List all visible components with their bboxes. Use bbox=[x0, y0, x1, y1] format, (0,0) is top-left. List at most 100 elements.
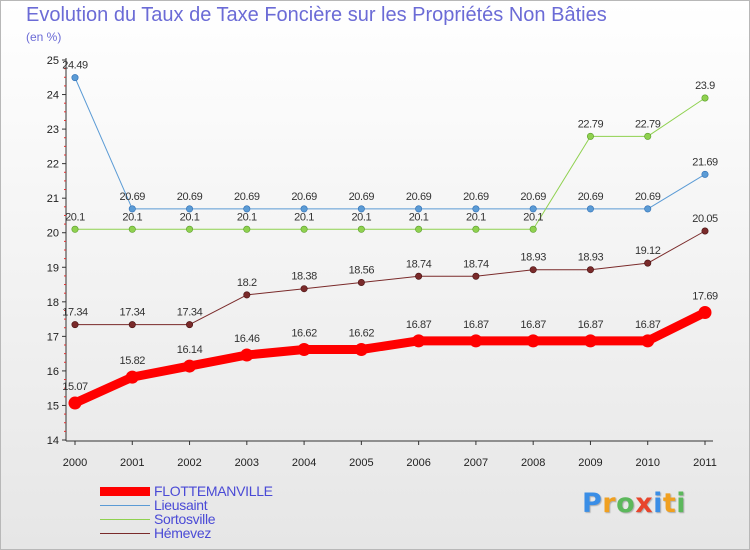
data-label-sortosville: 20.1 bbox=[466, 211, 486, 223]
data-point-lieusaint bbox=[644, 205, 652, 213]
data-point-flottemanville bbox=[183, 359, 197, 373]
data-label-flottemanville: 15.07 bbox=[62, 381, 88, 393]
data-point-flottemanville bbox=[68, 396, 82, 410]
data-label-hemevez: 18.74 bbox=[463, 258, 489, 270]
series-line-sortosville bbox=[74, 97, 706, 230]
data-label-flottemanville: 16.62 bbox=[291, 327, 317, 339]
data-label-lieusaint: 20.69 bbox=[349, 191, 375, 203]
data-point-sortosville bbox=[243, 225, 251, 233]
data-label-sortosville: 20.1 bbox=[65, 211, 85, 223]
data-label-hemevez: 17.34 bbox=[120, 307, 146, 319]
data-point-hemevez bbox=[128, 321, 136, 329]
axes: 14 15 16 17 18 19 20 21 22 23 24 25 2000 2001 2002 2003… bbox=[47, 55, 717, 469]
data-point-lieusaint bbox=[586, 205, 594, 213]
x-tick-label: 2004 bbox=[292, 457, 316, 469]
x-tick-label: 2000 bbox=[63, 457, 87, 469]
legend-swatch-lieusaint bbox=[100, 505, 150, 506]
data-label-lieusaint: 20.69 bbox=[463, 191, 489, 203]
logo-letter: r bbox=[602, 488, 617, 519]
data-label-hemevez: 19.12 bbox=[635, 245, 661, 257]
data-label-hemevez: 18.2 bbox=[237, 277, 257, 289]
data-point-flottemanville bbox=[641, 334, 655, 348]
series-layer bbox=[68, 74, 712, 410]
data-label-lieusaint: 20.69 bbox=[120, 191, 146, 203]
data-point-flottemanville bbox=[297, 342, 311, 356]
data-point-sortosville bbox=[128, 225, 136, 233]
legend-swatch-hemevez bbox=[100, 533, 150, 534]
logo-letter: P bbox=[582, 488, 603, 519]
chart-subtitle: (en %) bbox=[26, 30, 62, 44]
data-point-hemevez bbox=[701, 227, 709, 235]
data-point-hemevez bbox=[71, 321, 79, 329]
series-line-hemevez bbox=[74, 230, 706, 326]
data-point-flottemanville bbox=[583, 334, 597, 348]
legend-label-sortosville: Sortosville bbox=[154, 511, 216, 527]
data-label-sortosville: 23.9 bbox=[695, 80, 715, 92]
data-label-flottemanville: 16.87 bbox=[406, 319, 432, 331]
logo-letter: i bbox=[676, 488, 687, 519]
data-label-sortosville: 20.1 bbox=[523, 211, 543, 223]
data-point-flottemanville bbox=[469, 334, 483, 348]
data-label-hemevez: 18.74 bbox=[406, 258, 432, 270]
data-point-flottemanville bbox=[412, 334, 426, 348]
data-point-sortosville bbox=[186, 225, 194, 233]
data-label-sortosville: 20.1 bbox=[294, 211, 314, 223]
data-point-hemevez bbox=[300, 285, 308, 293]
data-label-sortosville: 20.1 bbox=[237, 211, 257, 223]
data-label-flottemanville: 16.62 bbox=[349, 327, 375, 339]
data-label-hemevez: 18.93 bbox=[578, 252, 604, 264]
data-label-lieusaint: 20.69 bbox=[234, 191, 260, 203]
x-tick-label: 2007 bbox=[464, 457, 488, 469]
data-point-sortosville bbox=[586, 132, 594, 140]
data-point-sortosville bbox=[472, 225, 480, 233]
data-point-flottemanville bbox=[240, 348, 254, 362]
data-point-hemevez bbox=[586, 266, 594, 274]
data-point-sortosville bbox=[701, 94, 709, 102]
data-point-lieusaint bbox=[701, 170, 709, 178]
x-tick-label: 2010 bbox=[635, 457, 659, 469]
data-label-hemevez: 18.38 bbox=[291, 271, 317, 283]
data-point-lieusaint bbox=[415, 205, 423, 213]
y-tick-label: 23 bbox=[47, 124, 59, 136]
data-label-sortosville: 22.79 bbox=[635, 118, 661, 130]
data-point-lieusaint bbox=[357, 205, 365, 213]
data-point-flottemanville bbox=[698, 306, 712, 320]
data-point-sortosville bbox=[71, 225, 79, 233]
data-point-hemevez bbox=[357, 278, 365, 286]
data-point-hemevez bbox=[529, 266, 537, 274]
y-tick-label: 14 bbox=[47, 435, 59, 447]
data-label-lieusaint: 20.69 bbox=[578, 191, 604, 203]
logo-letter: o bbox=[616, 488, 636, 519]
logo-letter: t bbox=[662, 488, 677, 519]
series-line-lieusaint bbox=[74, 77, 706, 210]
data-label-flottemanville: 17.69 bbox=[692, 291, 718, 303]
x-tick-label: 2001 bbox=[120, 457, 144, 469]
data-point-sortosville bbox=[415, 225, 423, 233]
logo-letter: x bbox=[635, 488, 654, 519]
data-label-flottemanville: 16.87 bbox=[635, 319, 661, 331]
y-tick-label: 15 bbox=[47, 400, 59, 412]
data-point-hemevez bbox=[472, 272, 480, 280]
data-label-flottemanville: 16.87 bbox=[463, 319, 489, 331]
data-point-lieusaint bbox=[472, 205, 480, 213]
data-point-hemevez bbox=[644, 259, 652, 267]
data-point-sortosville bbox=[357, 225, 365, 233]
y-tick-label: 25 bbox=[47, 55, 59, 67]
x-tick-label: 2006 bbox=[406, 457, 430, 469]
data-label-hemevez: 17.34 bbox=[177, 307, 203, 319]
data-point-flottemanville bbox=[125, 370, 139, 384]
proxiti-logo: Proxiti bbox=[582, 488, 686, 519]
data-point-flottemanville bbox=[354, 342, 368, 356]
y-tick-label: 22 bbox=[47, 159, 59, 171]
x-tick-label: 2003 bbox=[235, 457, 259, 469]
data-label-hemevez: 17.34 bbox=[62, 307, 88, 319]
data-label-flottemanville: 16.87 bbox=[520, 319, 546, 331]
legend-label-lieusaint: Lieusaint bbox=[154, 497, 208, 513]
y-tick-label: 19 bbox=[47, 262, 59, 274]
data-point-lieusaint bbox=[186, 205, 194, 213]
legend-swatch-sortosville bbox=[100, 519, 150, 520]
data-point-hemevez bbox=[243, 291, 251, 299]
data-point-sortosville bbox=[529, 225, 537, 233]
data-label-lieusaint: 20.69 bbox=[406, 191, 432, 203]
